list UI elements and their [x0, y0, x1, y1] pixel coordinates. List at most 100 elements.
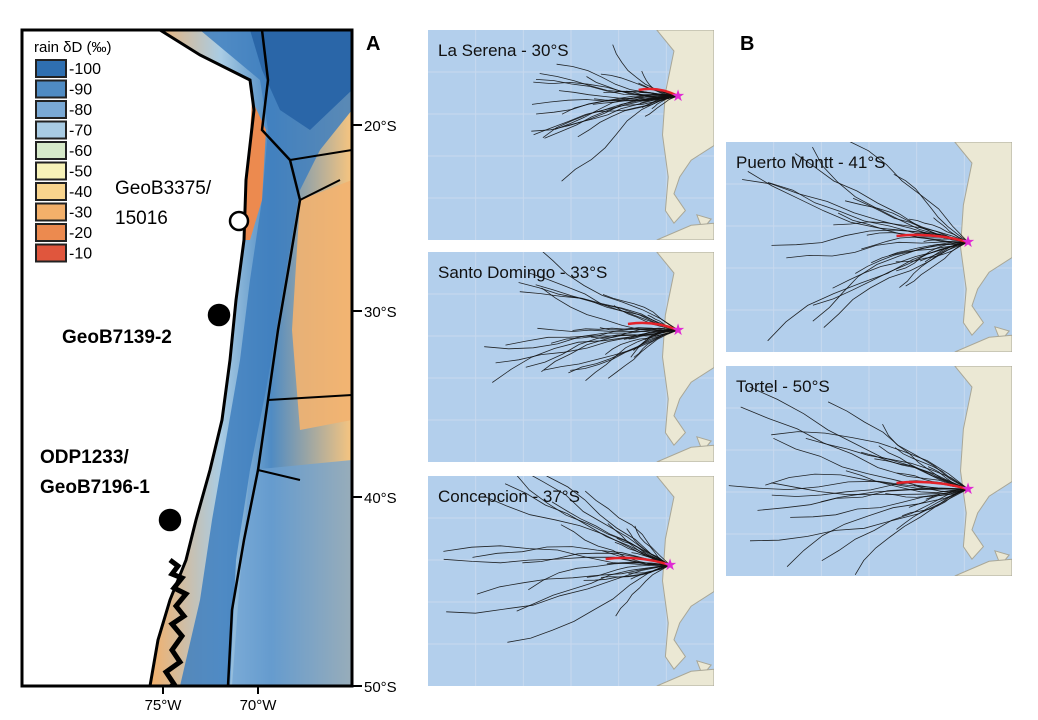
legend-value: -20	[69, 225, 92, 242]
backward-trajectory	[607, 329, 679, 379]
backward-trajectory	[572, 327, 679, 331]
map-land	[954, 142, 1012, 337]
backward-trajectory	[913, 485, 969, 493]
trajectory-map-title: Concepcion - 37°S	[438, 487, 580, 506]
backward-trajectory	[633, 329, 679, 358]
mean-trajectory	[627, 321, 679, 332]
backward-trajectory	[765, 473, 969, 490]
backward-trajectory	[556, 63, 679, 97]
legend-swatch	[35, 161, 67, 181]
backward-trajectory	[639, 95, 679, 104]
backward-trajectory	[855, 241, 969, 274]
backward-trajectory	[539, 73, 679, 97]
legend-value: -30	[69, 205, 92, 222]
site-marker	[228, 210, 250, 232]
backward-trajectory	[845, 470, 969, 494]
legend-title: rain δD (‰)	[34, 39, 112, 56]
site-label: GeoB3375/	[115, 178, 212, 199]
lat-tick-label: 50°S	[364, 679, 397, 696]
trajectory-map: ★ Puerto Montt - 41°S	[726, 142, 1012, 352]
country-border	[226, 30, 302, 686]
legend-value: -90	[69, 82, 92, 99]
backward-trajectory	[546, 476, 671, 566]
andes-band	[180, 30, 352, 686]
backward-trajectory	[612, 44, 679, 97]
legend-swatch	[35, 120, 67, 140]
map-antarctic-land	[954, 334, 1012, 352]
site-star-icon: ★	[671, 88, 685, 105]
legend-swatch	[35, 59, 67, 78]
backward-trajectory	[771, 431, 969, 490]
core-sites: GeoB3375/15016 GeoB7139-2 ODP1233/GeoB7196…	[40, 178, 250, 532]
lon-tick-label: 75°W	[145, 697, 183, 714]
map-land	[954, 366, 1012, 561]
trajectory-map: ★ Santo Domingo - 33°S	[428, 252, 714, 462]
backward-trajectory	[443, 545, 671, 566]
site-star-icon: ★	[961, 234, 975, 251]
legend-swatch	[35, 100, 67, 119]
backward-trajectory	[895, 241, 969, 263]
backward-trajectory	[854, 488, 969, 576]
site-star-icon: ★	[671, 322, 685, 339]
panel-b-trajectory-maps: ★ La Serena - 30°S ★ Santo Domingo - 33°S ★ C…	[428, 30, 1012, 686]
backward-trajectory	[740, 406, 969, 490]
backward-trajectory	[516, 564, 671, 612]
backward-trajectory	[634, 525, 671, 566]
legend-swatch	[35, 243, 67, 263]
map-antarctic-land	[656, 222, 714, 240]
legend-value: -40	[69, 184, 92, 201]
backward-trajectory	[899, 241, 969, 288]
site-label: 15016	[115, 208, 168, 229]
panel-a-label: A	[366, 33, 380, 55]
site-star-icon: ★	[961, 481, 975, 498]
legend-swatch	[35, 223, 67, 242]
map-antarctic-land	[656, 668, 714, 686]
panel-b-label: B	[740, 33, 754, 55]
map-land	[656, 476, 714, 671]
legend-swatch	[35, 79, 67, 99]
site-star-icon: ★	[663, 557, 677, 574]
longitude-ticks: 75°W 70°W	[145, 686, 278, 714]
backward-trajectory	[605, 329, 679, 355]
backward-trajectory	[821, 488, 969, 562]
trajectory-map: ★ Tortel - 50°S	[726, 366, 1012, 576]
backward-trajectory	[749, 488, 969, 542]
backward-trajectory	[786, 241, 969, 259]
backward-trajectory	[586, 564, 671, 578]
backward-trajectory	[771, 482, 969, 496]
site-marker	[207, 303, 231, 327]
backward-trajectory	[476, 564, 671, 595]
fjord-islands	[162, 558, 190, 686]
lat-tick-label: 40°S	[364, 490, 397, 507]
trajectory-map-title: Santo Domingo - 33°S	[438, 263, 607, 282]
backward-trajectory	[626, 90, 679, 99]
map-antarctic-land	[656, 444, 714, 462]
backward-trajectory	[535, 79, 679, 97]
site-label: ODP1233/	[40, 447, 129, 468]
backward-trajectory	[607, 523, 671, 566]
backward-trajectory	[790, 488, 969, 518]
backward-trajectory	[531, 476, 671, 566]
backward-trajectory	[894, 447, 969, 490]
backward-trajectory	[602, 294, 679, 331]
legend-swatch	[35, 202, 67, 222]
backward-trajectory	[823, 241, 969, 328]
patagonia-low	[232, 460, 352, 686]
eastern-lowland	[292, 180, 352, 430]
backward-trajectory	[757, 488, 969, 511]
latitude-ticks: 20°S 30°S 40°S 50°S	[352, 118, 397, 696]
backward-trajectory	[888, 241, 969, 257]
site-label: GeoB7139-2	[62, 327, 172, 348]
backward-trajectory	[837, 212, 969, 243]
backward-trajectory	[542, 95, 679, 139]
backward-trajectory	[507, 564, 671, 643]
backward-trajectory	[525, 329, 679, 368]
backward-trajectory	[528, 272, 679, 331]
lat-tick-label: 20°S	[364, 118, 397, 135]
lon-tick-label: 70°W	[240, 697, 278, 714]
trajectory-map-title: Puerto Montt - 41°S	[736, 153, 885, 172]
backward-trajectory	[909, 218, 969, 243]
backward-trajectory	[827, 401, 969, 490]
backward-trajectory	[537, 327, 679, 333]
